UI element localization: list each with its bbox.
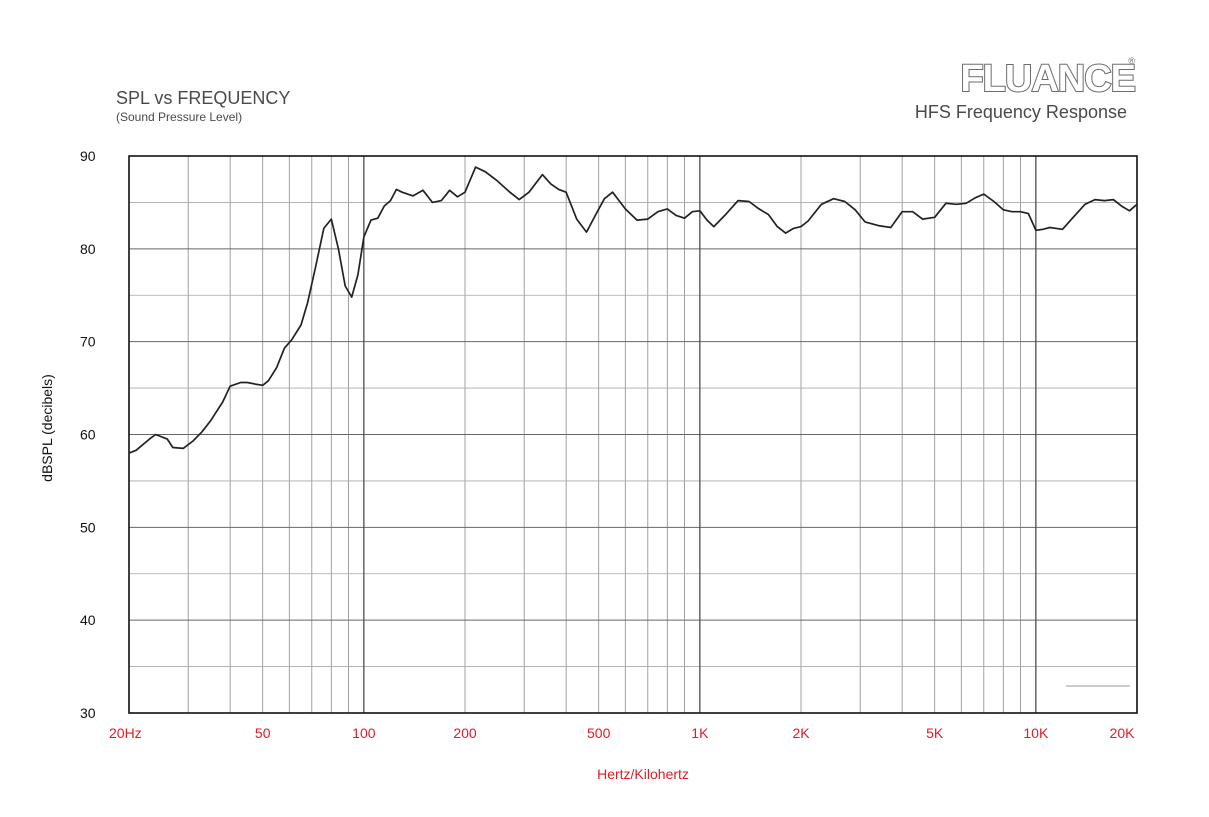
y-tick-label: 50 (80, 519, 96, 535)
y-tick-label: 40 (80, 612, 96, 628)
x-tick-label: 5K (926, 725, 944, 741)
y-axis-label: dBSPL (decibels) (39, 374, 55, 482)
x-tick-label: 20Hz (109, 725, 142, 741)
major-gridlines (363, 156, 1037, 713)
y-tick-label: 60 (80, 427, 96, 443)
x-tick-label: 10K (1023, 725, 1049, 741)
brand-logo: FLUANCE (959, 57, 1137, 101)
response-title: HFS Frequency Response (914, 102, 1127, 122)
chart-subtitle: (Sound Pressure Level) (116, 110, 243, 124)
x-tick-label: 1K (691, 725, 709, 741)
minor-gridlines (129, 156, 1137, 713)
spl-curve (128, 166, 1138, 454)
x-axis-ticks: 20Hz 50 100 200 500 1K 2K 5K 10K 20K (109, 725, 1135, 741)
chart-title: SPL vs FREQUENCY (116, 88, 291, 108)
y-tick-label: 90 (80, 148, 96, 164)
y-tick-label: 30 (80, 705, 96, 721)
x-tick-label: 50 (255, 725, 271, 741)
plot-frame (128, 155, 1138, 714)
x-tick-label: 200 (453, 725, 477, 741)
x-tick-label: 100 (352, 725, 376, 741)
x-tick-label: 2K (792, 725, 810, 741)
x-tick-label: 500 (587, 725, 611, 741)
x-axis-label: Hertz/Kilohertz (597, 766, 689, 782)
x-tick-label: 20K (1110, 725, 1136, 741)
y-axis-ticks: 90 80 70 60 50 40 30 (80, 148, 96, 721)
y-tick-label: 70 (80, 334, 96, 350)
y-tick-label: 80 (80, 241, 96, 257)
registered-mark: ® (1128, 56, 1135, 66)
